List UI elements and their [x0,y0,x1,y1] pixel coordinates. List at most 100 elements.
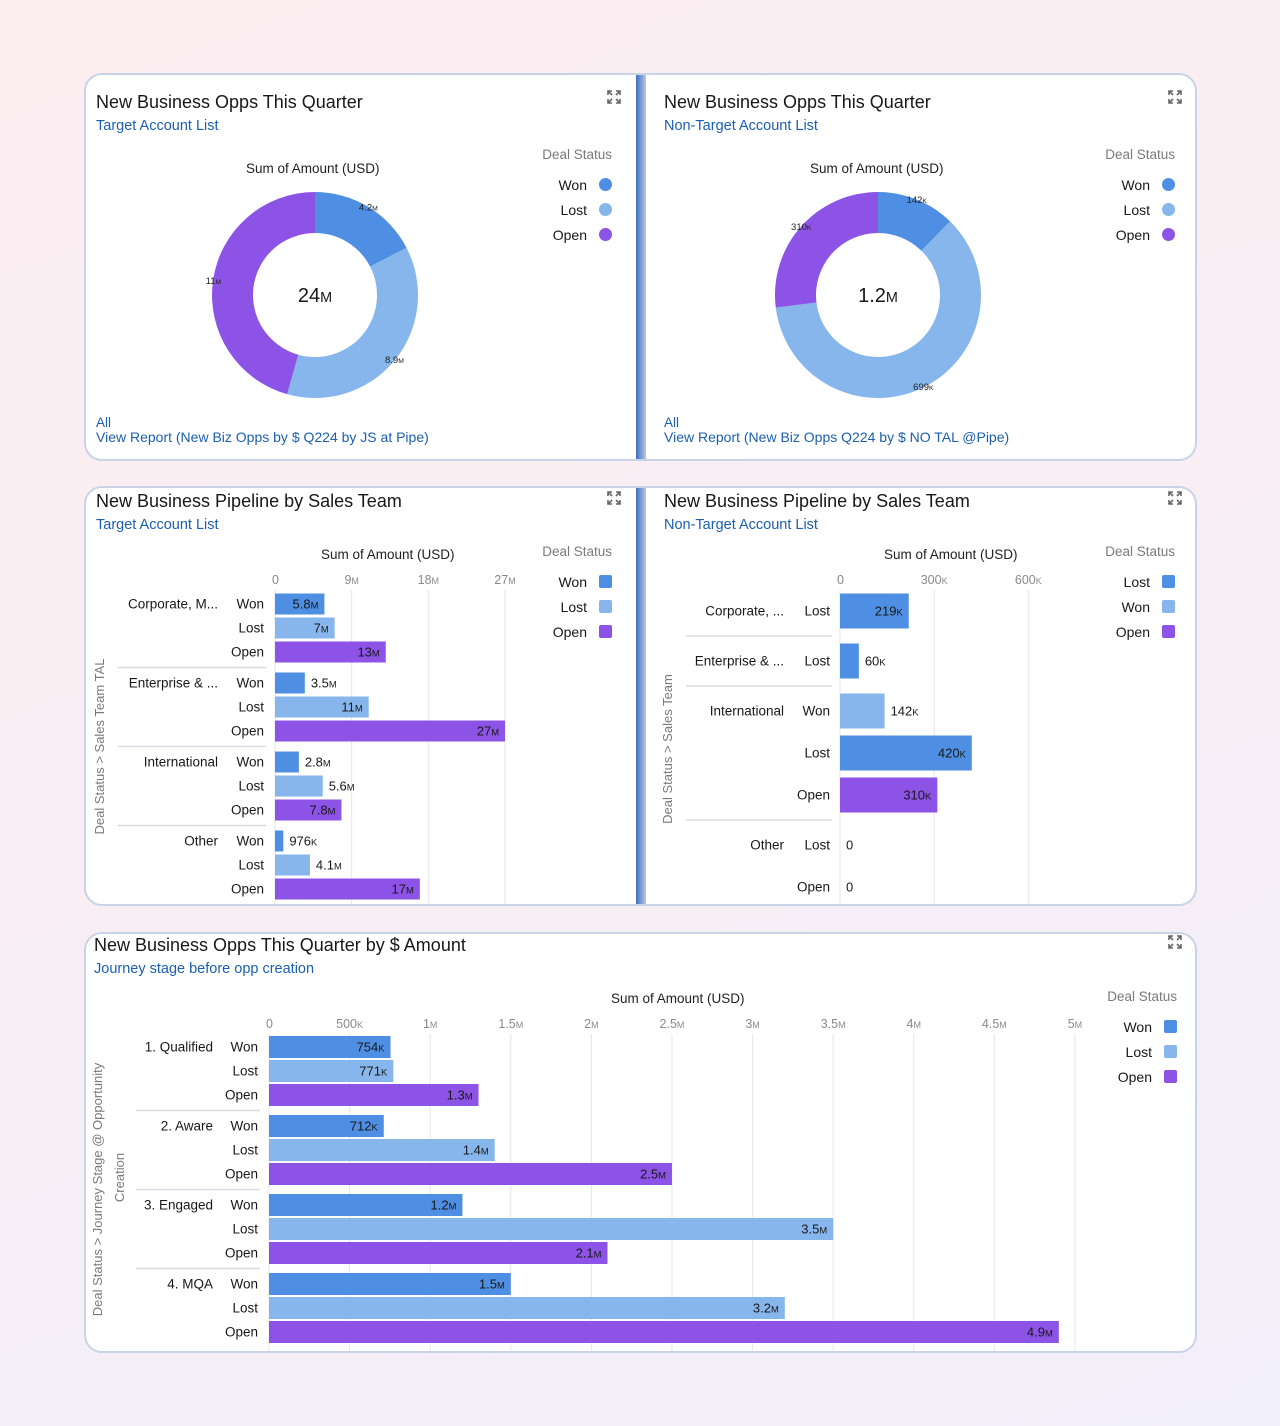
bar-lost[interactable] [275,775,323,797]
view-report-link[interactable]: View Report (New Biz Opps Q224 by $ NO T… [664,429,1010,445]
legend-title: Deal Status [542,544,612,559]
x-tick-label: 0 [837,573,844,587]
legend-label: Won [1123,1018,1152,1035]
bar-won[interactable] [275,830,284,852]
donut-slice-lost[interactable] [287,247,418,398]
status-label: Lost [804,604,830,619]
widget-title: New Business Opps This Quarter by $ Amou… [94,935,466,955]
donut-slice-label: 699K [913,382,934,393]
bar-open[interactable] [269,1242,608,1264]
status-label: Won [230,1040,258,1055]
x-tick-label: 3.5M [821,1017,846,1031]
expand-icon[interactable] [606,89,622,105]
legend-item-open[interactable]: Open [1065,619,1175,644]
widget-pipeline-target: New Business Pipeline by Sales Team Targ… [86,488,636,904]
donut-center-total: 24M [298,285,332,307]
legend-item-won[interactable]: Won [1065,594,1175,619]
x-tick-label: 500K [336,1017,363,1031]
x-tick-label: 2.5M [660,1017,685,1031]
bar-won[interactable] [275,593,325,615]
expand-icon[interactable] [1167,490,1183,506]
legend-item-lost[interactable]: Lost [1065,569,1175,594]
x-tick-label: 1M [423,1017,437,1031]
bar-won[interactable] [840,693,885,729]
category-label: 1. Qualified [145,1040,213,1055]
bar-open[interactable] [275,720,505,742]
expand-icon[interactable] [606,490,622,506]
bar-lost[interactable] [840,735,972,771]
bar-lost[interactable] [275,696,369,718]
bar-won[interactable] [269,1273,511,1295]
bar-open[interactable] [275,878,420,900]
bar-open[interactable] [840,777,938,813]
status-label: Won [236,676,264,691]
donut-slice-won[interactable] [315,192,407,267]
bar-lost[interactable] [275,617,335,639]
donut-chart: 142K 699K 310K 1.2M [775,192,981,398]
bar-open[interactable] [269,1321,1059,1343]
status-label: Open [225,1246,258,1261]
bar-lost[interactable] [269,1139,495,1161]
bar-open[interactable] [275,641,386,663]
legend-item-lost[interactable]: Lost [1067,1039,1177,1064]
status-label: Open [231,724,264,739]
bar-open[interactable] [275,799,342,821]
y-axis-title-line2: Creation [112,1153,127,1202]
bar-open[interactable] [269,1084,479,1106]
bar-value-label: 4.1M [316,858,342,873]
legend-item-won[interactable]: Won [502,172,612,197]
category-label: International [710,704,784,719]
bar-value-label: 7M [314,621,329,636]
donut-slice-open[interactable] [775,192,878,308]
legend-item-open[interactable]: Open [502,619,612,644]
bar-lost[interactable] [269,1297,785,1319]
bar-won[interactable] [269,1115,384,1137]
bar-lost[interactable] [840,593,909,629]
legend-item-open[interactable]: Open [1065,222,1175,247]
legend-swatch [1162,575,1175,588]
legend-item-lost[interactable]: Lost [502,594,612,619]
bar-value-label: 2.1M [576,1246,602,1261]
legend: Deal Status Won Lost Open [1065,147,1175,247]
legend-item-open[interactable]: Open [502,222,612,247]
legend-item-lost[interactable]: Lost [502,197,612,222]
expand-icon[interactable] [1167,89,1183,105]
donut-slice-lost[interactable] [775,221,981,398]
category-label: Corporate, M... [128,597,218,612]
donut-slice-label: 8.9M [385,355,404,366]
bar-won[interactable] [275,672,305,694]
x-tick-label: 2M [584,1017,598,1031]
bar-value-label: 712K [350,1119,379,1134]
bar-lost[interactable] [840,643,859,679]
y-axis-title: Deal Status > Sales Team TAL [92,659,107,835]
expand-icon[interactable] [1167,934,1183,950]
bar-value-label: 17M [392,882,414,897]
bar-value-label: 1.5M [479,1277,505,1292]
donut-slice-open[interactable] [212,192,315,395]
status-label: Won [802,704,830,719]
bar-won[interactable] [275,751,299,773]
bar-won[interactable] [269,1194,463,1216]
legend-item-open[interactable]: Open [1067,1064,1177,1089]
legend-item-won[interactable]: Won [1065,172,1175,197]
bar-open[interactable] [269,1163,672,1185]
x-tick-label: 1.5M [498,1017,523,1031]
legend-item-lost[interactable]: Lost [1065,197,1175,222]
view-report-link[interactable]: View Report (New Biz Opps by $ Q224 by J… [96,429,429,445]
donut-slice-label: 142K [907,195,928,206]
widget-title: New Business Opps This Quarter [96,92,363,112]
x-tick-label: 9M [344,573,358,587]
bar-lost[interactable] [269,1218,834,1240]
legend-item-won[interactable]: Won [1067,1014,1177,1039]
legend: Deal Status Won Lost Open [502,147,612,247]
bar-won[interactable] [269,1036,391,1058]
bar-lost[interactable] [275,854,310,876]
legend-label: Open [1115,623,1150,640]
pipeline-row: New Business Pipeline by Sales Team Targ… [84,486,1197,906]
widget-opps-target: New Business Opps This Quarter Target Ac… [86,75,636,459]
bar-lost[interactable] [269,1060,394,1082]
legend-title: Deal Status [1105,544,1175,559]
donut-slice-won[interactable] [878,192,951,251]
status-label: Lost [238,621,264,636]
legend-item-won[interactable]: Won [502,569,612,594]
